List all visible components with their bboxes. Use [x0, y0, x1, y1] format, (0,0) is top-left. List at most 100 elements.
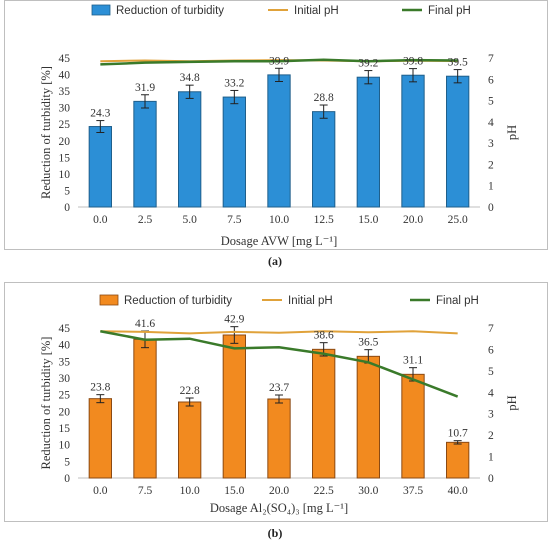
legend-swatch-turbidity — [99, 294, 119, 306]
legend-label-turbidity: Reduction of turbidity — [116, 5, 224, 17]
panel-caption-b: (b) — [267, 526, 283, 540]
y2-tick-label: 6 — [488, 74, 494, 86]
y-tick-label: 5 — [64, 185, 70, 197]
y-tick-label: 25 — [59, 390, 71, 402]
bar-turbidity — [356, 355, 380, 479]
y-tick-label: 10 — [59, 440, 71, 452]
panel-caption-a: (a) — [268, 254, 282, 268]
x-tick-label: 10.0 — [269, 214, 289, 226]
y-tick-label: 20 — [59, 406, 71, 418]
bar-turbidity — [222, 96, 247, 208]
bar-turbidity — [312, 111, 336, 208]
y2-tick-label: 2 — [488, 430, 494, 442]
y2-tick-label: 0 — [488, 202, 494, 214]
data-label-turbidity: 39.9 — [269, 55, 289, 67]
data-label-turbidity: 38.6 — [314, 330, 334, 342]
bar-turbidity — [88, 398, 112, 479]
data-label-turbidity: 31.1 — [403, 355, 423, 367]
data-label-turbidity: 24.3 — [90, 108, 110, 120]
chart-panel-b: Reduction of turbidity Initial pH Final pH… — [0, 272, 550, 544]
bar-turbidity — [178, 401, 202, 479]
y2-tick-label: 1 — [488, 181, 494, 193]
x-tick-label: 5.0 — [182, 214, 197, 226]
legend-swatch-turbidity — [91, 4, 111, 16]
data-label-turbidity: 42.9 — [224, 314, 244, 326]
x-tick-label: 0.0 — [93, 485, 108, 497]
y-tick-label: 15 — [59, 152, 71, 164]
x-tick-label: 25.0 — [448, 214, 468, 226]
x-axis-title: Dosage Al₂(SO₄)₃ [mg L⁻¹] — [210, 501, 348, 515]
chart-panel-a: Reduction of turbidity Initial pH Final pH… — [0, 0, 550, 270]
y-tick-label: 25 — [59, 119, 71, 131]
x-tick-label: 40.0 — [448, 485, 468, 497]
y-tick-label: 30 — [59, 373, 71, 385]
x-tick-label: 2.5 — [138, 214, 153, 226]
data-label-turbidity: 28.8 — [314, 92, 334, 104]
data-label-turbidity: 23.8 — [90, 382, 110, 394]
legend-label-final-ph: Final pH — [428, 5, 471, 17]
x-tick-label: 37.5 — [403, 485, 423, 497]
y-tick-label: 20 — [59, 136, 71, 148]
x-tick-label: 7.5 — [138, 485, 153, 497]
data-label-turbidity: 39.5 — [448, 57, 468, 69]
y2-tick-label: 5 — [488, 96, 494, 108]
x-tick-label: 15.0 — [358, 214, 378, 226]
y-tick-label: 45 — [59, 53, 71, 65]
y-axis-title: Reduction of turbidity [%] — [39, 337, 53, 470]
data-label-turbidity: 39.2 — [358, 58, 378, 70]
data-label-turbidity: 31.9 — [135, 82, 155, 94]
data-label-turbidity: 23.7 — [269, 382, 289, 394]
y-tick-label: 40 — [59, 70, 71, 82]
bar-turbidity — [446, 441, 470, 479]
line-initial-ph — [100, 330, 458, 335]
y-tick-label: 0 — [64, 473, 70, 485]
y2-axis-title: pH — [505, 395, 519, 410]
bar-turbidity — [178, 91, 202, 208]
data-label-turbidity: 33.2 — [224, 77, 244, 89]
data-label-turbidity: 39.8 — [403, 56, 423, 68]
chart-svg-a: Reduction of turbidity Initial pH Final pH… — [39, 4, 519, 248]
bar-turbidity — [222, 334, 247, 479]
y-tick-label: 5 — [64, 456, 70, 468]
y2-tick-label: 6 — [488, 344, 494, 356]
data-label-turbidity: 36.5 — [358, 337, 378, 349]
x-tick-label: 12.5 — [314, 214, 334, 226]
legend-label-final-ph: Final pH — [436, 295, 479, 307]
y2-tick-label: 3 — [488, 409, 494, 421]
bar-turbidity — [401, 373, 425, 479]
y2-tick-label: 5 — [488, 366, 494, 378]
bar-turbidity — [267, 398, 291, 479]
data-label-turbidity: 10.7 — [448, 428, 468, 440]
bar-turbidity — [267, 74, 291, 208]
y2-axis-title: pH — [505, 125, 519, 140]
data-label-turbidity: 22.8 — [180, 385, 200, 397]
line-final-ph — [100, 58, 458, 66]
bar-turbidity — [312, 348, 336, 479]
y2-tick-label: 4 — [488, 387, 494, 399]
y-tick-label: 30 — [59, 103, 71, 115]
bar-turbidity — [133, 338, 157, 479]
data-label-turbidity: 41.6 — [135, 318, 155, 330]
x-tick-label: 10.0 — [180, 485, 200, 497]
x-tick-label: 0.0 — [93, 214, 108, 226]
legend-label-turbidity: Reduction of turbidity — [124, 295, 232, 307]
y-tick-label: 15 — [59, 423, 71, 435]
y-tick-label: 10 — [59, 169, 71, 181]
y2-tick-label: 3 — [488, 138, 494, 150]
line-final-ph — [100, 329, 459, 398]
y-axis-title: Reduction of turbidity [%] — [39, 66, 53, 199]
x-tick-label: 30.0 — [358, 485, 378, 497]
y-tick-label: 35 — [59, 86, 71, 98]
x-tick-label: 22.5 — [314, 485, 334, 497]
bar-turbidity — [356, 76, 380, 208]
bar-turbidity — [88, 126, 112, 208]
bar-turbidity — [133, 100, 157, 208]
y2-tick-label: 7 — [488, 53, 494, 65]
y-tick-label: 40 — [59, 340, 71, 352]
y2-tick-label: 1 — [488, 452, 494, 464]
y-tick-label: 0 — [64, 202, 70, 214]
x-tick-label: 20.0 — [269, 485, 289, 497]
chart-svg-b: Reduction of turbidity Initial pH Final pH… — [39, 294, 519, 515]
y-tick-label: 45 — [59, 323, 71, 335]
y2-tick-label: 2 — [488, 159, 494, 171]
